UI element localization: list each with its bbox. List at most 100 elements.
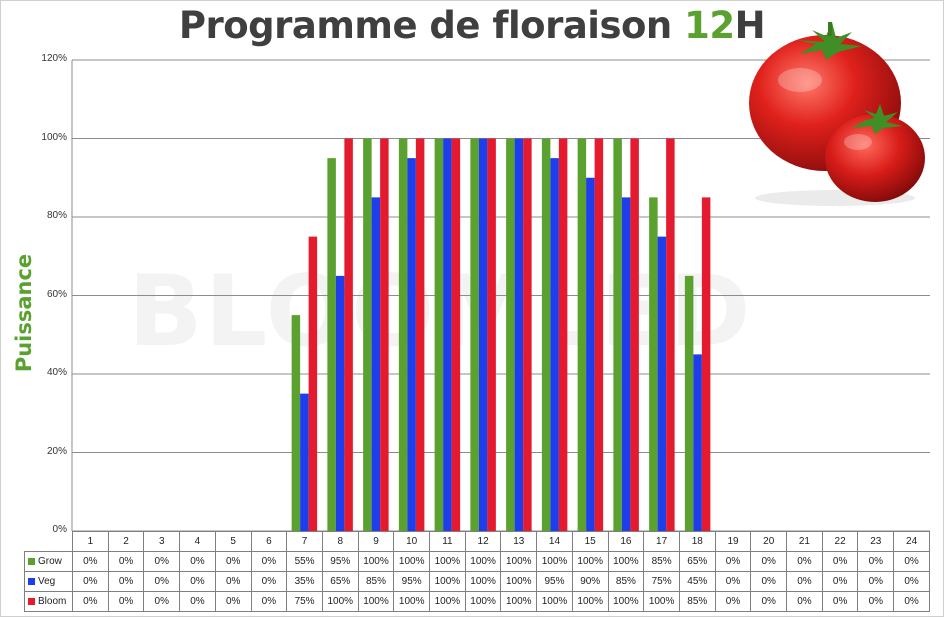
bars — [291, 138, 711, 531]
bar-bloom — [666, 138, 675, 531]
bar-grow — [291, 315, 301, 531]
data-label: 65% — [678, 551, 716, 572]
title-suffix: H — [734, 4, 766, 47]
data-label: 100% — [429, 571, 466, 592]
bar-bloom — [594, 138, 604, 531]
bar-veg — [657, 236, 667, 531]
data-label: 85% — [607, 571, 645, 592]
bar-veg — [335, 275, 345, 531]
x-tick-label: 16 — [607, 531, 645, 552]
data-label: 0% — [250, 591, 288, 612]
data-label: 0% — [786, 571, 823, 592]
data-table: 1 2 3 4 5 6 7 8 9 10 11 12 13 14 15 16 17 18 19 20 21 22 23 24 G… — [24, 531, 930, 612]
bar-grow — [577, 138, 587, 531]
bar-grow — [434, 138, 444, 531]
title-main: Programme de floraison — [178, 4, 685, 47]
data-label: 100% — [429, 551, 466, 572]
data-label: 0% — [821, 571, 859, 592]
table-corner — [25, 532, 73, 552]
data-label: 0% — [179, 591, 216, 612]
bar-bloom — [415, 138, 425, 531]
legend-entry: Veg — [24, 571, 73, 592]
x-tick-label: 23 — [857, 531, 895, 552]
y-tick-label: 120% — [41, 53, 67, 64]
data-label: 0% — [107, 551, 145, 572]
bar-veg — [300, 393, 309, 531]
data-label: 45% — [678, 571, 716, 592]
title-accent: 12 — [684, 4, 735, 47]
data-label: 35% — [286, 571, 323, 592]
data-label: 100% — [500, 591, 538, 612]
x-tick-label: 14 — [536, 531, 573, 552]
x-tick-label: 12 — [464, 531, 502, 552]
legend-label: Grow — [38, 556, 62, 567]
bar-grow — [398, 138, 408, 531]
x-tick-label: 17 — [643, 531, 680, 552]
data-label: 0% — [893, 591, 930, 612]
bar-grow — [470, 138, 479, 531]
bar-grow — [327, 158, 336, 531]
table-row: Grow 0% 0% 0% 0% 0% 0% 55% 95% 100% 100% 100% 100% 10… — [24, 551, 930, 572]
data-label: 55% — [286, 551, 323, 572]
bar-veg — [586, 177, 595, 531]
x-tick-label: 22 — [821, 531, 859, 552]
x-tick-label: 19 — [714, 531, 752, 552]
data-label: 0% — [821, 591, 859, 612]
data-label: 100% — [321, 591, 359, 612]
data-label: 0% — [250, 571, 288, 592]
data-label: 0% — [72, 551, 109, 572]
bar-veg — [443, 138, 452, 531]
data-label: 0% — [214, 551, 252, 572]
x-tick-label: 3 — [143, 531, 181, 552]
data-label: 100% — [429, 591, 466, 612]
x-tick-label: 13 — [500, 531, 538, 552]
data-label: 0% — [893, 551, 930, 572]
bar-bloom — [701, 197, 711, 531]
data-label: 0% — [857, 591, 895, 612]
data-label: 0% — [179, 571, 216, 592]
data-label: 0% — [107, 571, 145, 592]
bar-bloom — [308, 236, 318, 531]
y-tick-label: 100% — [41, 131, 67, 143]
data-label: 0% — [786, 551, 823, 572]
data-label: 0% — [179, 551, 216, 572]
data-label: 85% — [678, 591, 716, 612]
bar-veg — [514, 138, 524, 531]
data-label: 0% — [893, 571, 930, 592]
y-tick-label: 80% — [46, 210, 67, 221]
data-label: 0% — [107, 591, 145, 612]
x-tick-label: 9 — [357, 531, 395, 552]
data-label: 100% — [571, 551, 609, 572]
bar-bloom — [630, 138, 639, 531]
legend-swatch — [28, 577, 35, 585]
data-label: 0% — [143, 551, 181, 572]
data-label: 0% — [214, 591, 252, 612]
data-label: 0% — [72, 591, 109, 612]
data-label: 75% — [643, 571, 680, 592]
x-tick-label: 10 — [393, 531, 431, 552]
y-tick-label: 60% — [46, 288, 67, 300]
x-tick-label: 15 — [571, 531, 609, 552]
data-label: 95% — [393, 571, 431, 592]
data-label: 100% — [357, 551, 395, 572]
chart-title: Programme de floraison 12H — [0, 4, 944, 47]
x-tick-label: 6 — [250, 531, 288, 552]
bar-grow — [649, 197, 658, 531]
bar-grow — [684, 275, 694, 531]
y-tick-label: 40% — [46, 367, 67, 378]
x-tick-label: 11 — [429, 531, 466, 552]
bar-grow — [363, 138, 372, 531]
data-label: 0% — [857, 571, 895, 592]
data-label: 100% — [500, 551, 538, 572]
data-label: 0% — [714, 571, 752, 592]
data-label: 0% — [143, 591, 181, 612]
data-label: 100% — [393, 551, 431, 572]
bar-bloom — [380, 138, 389, 531]
tomato-image — [749, 22, 925, 206]
data-label: 0% — [750, 591, 788, 612]
data-label: 95% — [321, 551, 359, 572]
table-row: Bloom 0% 0% 0% 0% 0% 0% 75% 100% 100% 100% 100% 100%… — [24, 591, 930, 612]
bar-bloom — [487, 138, 496, 531]
data-label: 100% — [393, 591, 431, 612]
data-label: 0% — [250, 551, 288, 572]
